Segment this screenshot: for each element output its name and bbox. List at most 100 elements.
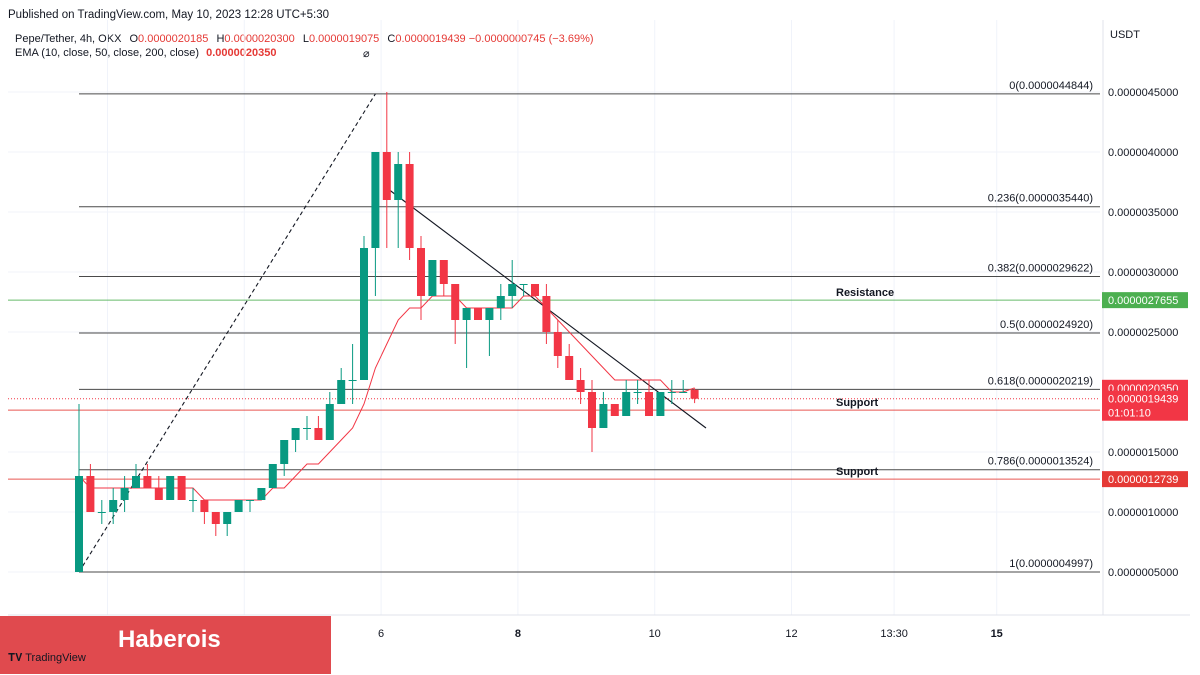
price-tag-resistance [1102,292,1188,309]
candle-body [120,488,129,500]
candle-body [223,512,232,524]
eye-hidden-icon[interactable]: ⌀ [363,48,370,60]
candle-body [257,488,266,500]
candle-body [360,248,368,380]
candle-body [246,500,254,501]
price-tick-label: 0.0000010000 [1108,507,1178,519]
candle-body [211,512,220,524]
low-label: L [302,33,309,45]
candle-body [348,380,357,381]
time-tick-label: 12 [785,628,797,640]
candle-body [75,476,83,572]
candle-body [451,284,460,320]
candle-body [394,164,403,200]
candle-body [542,296,551,332]
time-tick-label: 13:30 [880,628,908,640]
candle-body [154,488,163,500]
level-label-resistance: Resistance [836,287,894,299]
currency-label: USDT [1110,29,1140,41]
candle-body [474,308,482,320]
candle-body [462,308,471,320]
watermark-text: Haberois [118,626,221,653]
fib-level-label: 0.5(0.0000024920) [1000,319,1093,331]
candle-body [405,164,414,248]
symbol-legend: Pepe/Tether, 4h, OKX O0.0000020185 H0.00… [15,33,594,45]
price-tag-support [1102,471,1188,488]
candle-body [166,476,175,500]
tradingview-logo-icon: 𝐓𝐕 [8,652,23,664]
fib-level-label: 0.382(0.0000029622) [988,263,1093,275]
price-tag-text: 0.0000012739 [1108,474,1178,486]
candle-body [439,260,448,284]
fib-level-label: 0.618(0.0000020219) [988,375,1093,387]
candle-body [109,500,118,512]
candle-body [667,392,676,393]
candle-body [656,392,665,416]
candle-body [485,308,494,320]
high-label: H [216,33,225,45]
high-value: 0.0000020300 [224,33,295,45]
candle-body [417,248,425,296]
price-tick-label: 0.0000045000 [1108,87,1178,99]
candle-body [382,152,391,200]
close-value: 0.0000019439 [395,33,466,45]
price-tag-text: 0.0000027655 [1108,295,1178,307]
candle-body [679,392,688,393]
candle-body [428,260,437,296]
candle-body [86,476,95,512]
candle-body [200,500,209,512]
level-label-support: Support [836,466,878,478]
candle-body [496,296,505,308]
candle-body [645,392,653,416]
ema-value: 0.0000020350 [206,47,277,59]
candle-body [565,356,574,380]
level-label-support: Support [836,397,878,409]
time-tick-label: 6 [378,628,384,640]
time-tick-label: 8 [515,628,521,640]
countdown-text: 01:01:10 [1108,408,1151,420]
open-value: 0.0000020185 [138,33,209,45]
published-caption: Published on TradingView.com, May 10, 20… [8,9,330,21]
candle-body [268,464,277,488]
price-tag-current [1102,390,1188,421]
watermark-banner [0,616,331,674]
candle-body [280,440,289,464]
candle-body [508,284,517,296]
fib-level-label: 0(0.0000044844) [1009,80,1093,92]
candle-body [234,500,243,512]
candle-body [588,392,596,428]
candle-body [610,404,619,416]
price-tick-label: 0.0000015000 [1108,447,1178,459]
candle-body [97,512,106,513]
time-tick-label: 15 [991,628,1003,640]
candle-body [690,389,699,399]
candle-body [303,428,311,429]
time-tick-label: 10 [649,628,661,640]
candle-body [519,284,528,285]
candle-body [291,428,300,440]
close-label: C [387,33,396,45]
symbol-name[interactable]: Pepe/Tether, 4h, OKX [15,33,122,45]
price-tick-label: 0.0000035000 [1108,207,1178,219]
candle-body [337,380,346,404]
fib-level-label: 1(0.0000004997) [1009,558,1093,570]
open-label: O [129,33,139,45]
candle-body [143,476,152,488]
tradingview-logo[interactable]: 𝐓𝐕 TradingView [8,652,86,665]
fib-level-label: 0.786(0.0000013524) [988,456,1093,468]
candle-body [633,392,642,393]
change-value: −0.0000000745 (−3.69%) [468,33,594,45]
candle-body [132,476,140,488]
price-tick-label: 0.0000025000 [1108,327,1178,339]
candle-body [531,284,539,296]
low-value: 0.0000019075 [308,33,380,45]
candle-body [325,404,334,440]
fib-level-label: 0.236(0.0000035440) [988,193,1093,205]
price-tick-label: 0.0000030000 [1108,267,1178,279]
candle-body [314,428,323,440]
candle-body [553,332,562,356]
candle-body [371,152,380,248]
price-tag-text: 0.0000019439 [1108,394,1178,406]
candle-body [622,392,631,416]
